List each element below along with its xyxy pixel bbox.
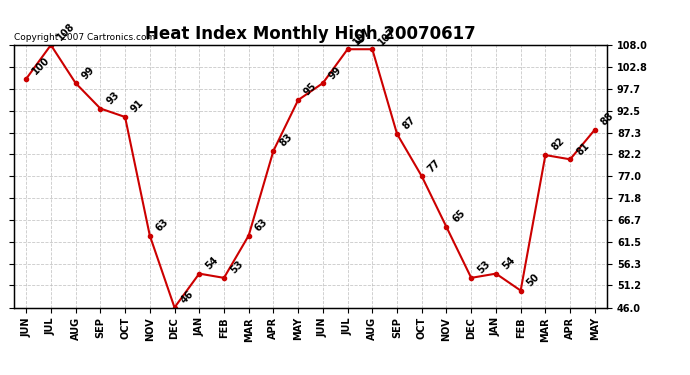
- Text: 82: 82: [549, 136, 566, 153]
- Text: 95: 95: [302, 81, 319, 98]
- Text: 88: 88: [599, 111, 615, 128]
- Text: 87: 87: [401, 115, 418, 132]
- Text: 54: 54: [204, 255, 220, 272]
- Title: Heat Index Monthly High 20070617: Heat Index Monthly High 20070617: [145, 26, 476, 44]
- Text: 99: 99: [80, 64, 97, 81]
- Text: 50: 50: [525, 272, 542, 288]
- Text: 107: 107: [352, 26, 373, 47]
- Text: 63: 63: [154, 217, 170, 233]
- Text: Copyright 2007 Cartronics.com: Copyright 2007 Cartronics.com: [14, 33, 155, 42]
- Text: 46: 46: [179, 289, 195, 305]
- Text: 53: 53: [228, 259, 245, 276]
- Text: 93: 93: [104, 90, 121, 106]
- Text: 91: 91: [129, 98, 146, 115]
- Text: 108: 108: [55, 21, 77, 43]
- Text: 100: 100: [30, 56, 52, 77]
- Text: 63: 63: [253, 217, 270, 233]
- Text: 54: 54: [500, 255, 517, 272]
- Text: 53: 53: [475, 259, 492, 276]
- Text: 65: 65: [451, 208, 467, 225]
- Text: 77: 77: [426, 158, 442, 174]
- Text: 83: 83: [277, 132, 294, 148]
- Text: 99: 99: [327, 64, 344, 81]
- Text: 107: 107: [377, 26, 398, 47]
- Text: 81: 81: [574, 141, 591, 157]
